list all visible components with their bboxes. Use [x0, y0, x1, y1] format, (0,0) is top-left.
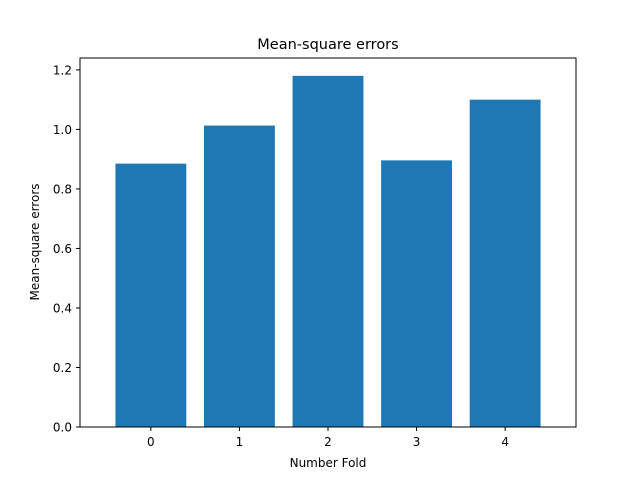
x-tick-label: 0: [147, 435, 155, 449]
y-tick-label: 0.0: [53, 421, 72, 435]
bar-fold-4: [469, 99, 541, 427]
y-axis-label: Mean-square errors: [28, 183, 42, 300]
y-tick-label: 0.6: [53, 242, 72, 256]
x-axis-label: Number Fold: [290, 456, 367, 470]
x-tick-label: 3: [413, 435, 421, 449]
y-tick-label: 0.8: [53, 182, 72, 196]
x-tick-label: 2: [324, 435, 332, 449]
plot-area-frame: [79, 57, 577, 428]
y-tick-label: 1.0: [53, 123, 72, 137]
x-axis-ticks: 0 1 2 3 4: [147, 427, 509, 449]
bar-fold-1: [204, 125, 275, 428]
bar-fold-2: [292, 75, 364, 427]
chart-title: Mean-square errors: [257, 37, 398, 53]
y-axis-ticks: 0.0 0.2 0.4 0.6 0.8 1.0 1.2: [53, 63, 80, 435]
bar-fold-3: [381, 160, 452, 427]
bar-fold-0: [115, 163, 187, 427]
x-tick-label: 1: [236, 435, 244, 449]
x-tick-label: 4: [501, 435, 509, 449]
y-tick-label: 0.4: [53, 301, 72, 315]
bars: [115, 75, 541, 428]
y-tick-label: 0.2: [53, 361, 72, 375]
y-tick-label: 1.2: [53, 63, 72, 77]
